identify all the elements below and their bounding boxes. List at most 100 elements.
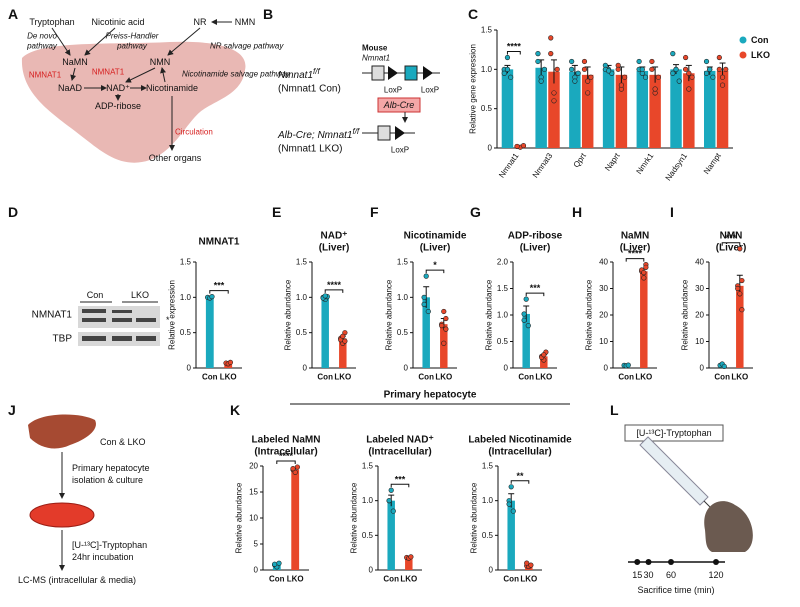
mouse — [704, 501, 753, 552]
bar — [535, 67, 547, 148]
sig-bracket — [506, 51, 521, 55]
loxp — [423, 66, 433, 80]
data-point — [649, 58, 655, 65]
sig-label: **** — [628, 249, 643, 259]
data-point — [541, 352, 547, 358]
label: NAD⁺ — [106, 83, 130, 93]
data-point — [739, 307, 745, 313]
chart-title: Labeled Nicotinamide — [468, 435, 572, 446]
arrow — [160, 67, 166, 83]
data-point — [575, 70, 581, 76]
data-point — [386, 498, 392, 504]
panel-labels: A B C D E F G H I J K L — [8, 6, 674, 418]
arrow — [51, 27, 71, 56]
label: Con & LKO — [100, 437, 146, 447]
y-tick-label: 20 — [695, 311, 704, 320]
chart-title: NaMN — [621, 231, 649, 242]
data-point — [643, 264, 649, 270]
data-point — [581, 66, 588, 72]
data-point — [622, 74, 628, 80]
y-tick-label: 0 — [604, 364, 609, 373]
x-tick-label: LKO — [731, 373, 748, 382]
y-tick-label: 5 — [254, 540, 259, 549]
data-point — [535, 58, 541, 65]
data-point — [551, 98, 557, 104]
panel-label: G — [470, 204, 481, 220]
syringe — [639, 436, 709, 506]
sig-bracket — [510, 480, 530, 484]
data-point — [737, 246, 743, 252]
label: De novo — [27, 32, 57, 41]
label: NMN — [150, 57, 171, 67]
timepoint-label: 120 — [708, 570, 723, 580]
data-point — [506, 501, 512, 507]
data-point — [642, 74, 649, 80]
liver-shape — [21, 41, 246, 163]
data-point — [686, 70, 692, 76]
label: pathway — [26, 42, 58, 51]
y-axis-label: Relative gene expression — [469, 44, 478, 134]
data-point — [408, 554, 414, 560]
y-tick-label: 0 — [488, 144, 493, 153]
chart-title: (Intracellular) — [254, 447, 317, 458]
x-tick-label: Nampt — [702, 151, 723, 176]
loxp — [395, 126, 405, 140]
sig-bracket — [425, 269, 445, 274]
data-point — [703, 70, 710, 76]
data-point — [524, 560, 530, 566]
bar — [422, 297, 430, 368]
data-point — [425, 308, 431, 315]
panel-label: I — [670, 204, 674, 220]
legend-label: Con — [751, 35, 769, 45]
x-tick-label: LKO — [400, 575, 417, 584]
data-point — [501, 70, 507, 76]
data-point — [548, 35, 554, 41]
bar — [205, 297, 214, 368]
x-tick-label: Qprt — [572, 151, 589, 170]
data-point — [421, 301, 427, 308]
data-point — [521, 317, 527, 323]
timepoint — [645, 559, 652, 565]
y-axis-label: Relative abundance — [681, 279, 690, 350]
y-tick-label: 0 — [504, 364, 509, 373]
panel-label: D — [8, 204, 18, 220]
y-tick-label: 0.5 — [296, 328, 308, 337]
y-tick-label: 0 — [187, 364, 192, 373]
label: Preiss-Handler — [106, 32, 159, 41]
data-point — [521, 311, 527, 317]
bar — [736, 285, 744, 368]
data-point — [721, 363, 727, 370]
sig-label: **** — [327, 280, 342, 290]
panel-label: K — [230, 402, 240, 418]
bands — [82, 309, 156, 341]
y-axis-label: Relative abundance — [385, 279, 394, 350]
bar — [670, 69, 682, 148]
data-point — [388, 487, 394, 493]
sig-bracket — [276, 460, 296, 465]
data-point — [508, 484, 514, 490]
genotype: Nmnat1f/f — [278, 67, 320, 81]
data-point — [719, 82, 726, 88]
data-point — [294, 464, 300, 470]
data-point — [421, 294, 427, 300]
timepoint — [634, 559, 641, 565]
data-point — [272, 561, 278, 567]
bar — [640, 271, 648, 368]
data-point — [670, 50, 676, 57]
lane-label: LKO — [131, 290, 149, 300]
chart-title: NAD⁺ — [321, 231, 348, 242]
y-tick-label: 20 — [249, 462, 258, 471]
data-point — [707, 66, 713, 72]
panel-j: Con & LKO Primary hepatocyte isolation &… — [18, 414, 150, 585]
liver-icon — [28, 414, 96, 449]
data-point — [572, 78, 578, 84]
gene: Nmnat1 — [278, 70, 313, 81]
data-point — [535, 50, 541, 57]
x-tick-label: Con — [317, 373, 333, 382]
y-tick-label: 2.0 — [497, 258, 509, 267]
label: NMNAT1 — [29, 71, 62, 80]
x-tick-label: Naprt — [603, 151, 622, 173]
x-tick-label: Con — [269, 575, 285, 584]
chart-title: NMN — [720, 231, 743, 242]
data-point — [504, 54, 511, 61]
